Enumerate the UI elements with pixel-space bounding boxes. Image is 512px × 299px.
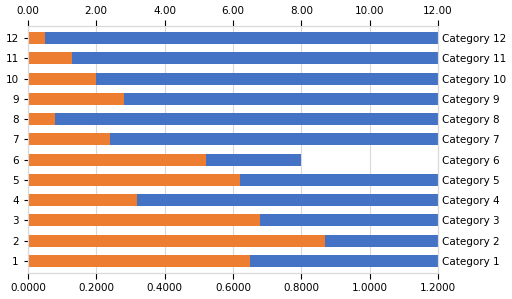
Bar	[28, 73, 438, 85]
Bar	[28, 93, 438, 105]
Bar	[28, 234, 438, 247]
Bar	[28, 234, 325, 247]
Bar	[28, 52, 438, 65]
Bar	[28, 194, 438, 206]
Bar	[28, 255, 438, 267]
Bar	[28, 73, 96, 85]
Bar	[28, 133, 110, 145]
Bar	[28, 214, 438, 226]
Bar	[28, 194, 137, 206]
Bar	[28, 154, 301, 166]
Bar	[28, 113, 438, 125]
Bar	[28, 52, 72, 65]
Bar	[28, 174, 240, 186]
Bar	[28, 133, 438, 145]
Bar	[28, 113, 55, 125]
Bar	[28, 255, 250, 267]
Bar	[28, 214, 260, 226]
Bar	[28, 154, 206, 166]
Bar	[28, 174, 438, 186]
Bar	[28, 32, 438, 44]
Bar	[28, 32, 45, 44]
Bar	[28, 93, 123, 105]
